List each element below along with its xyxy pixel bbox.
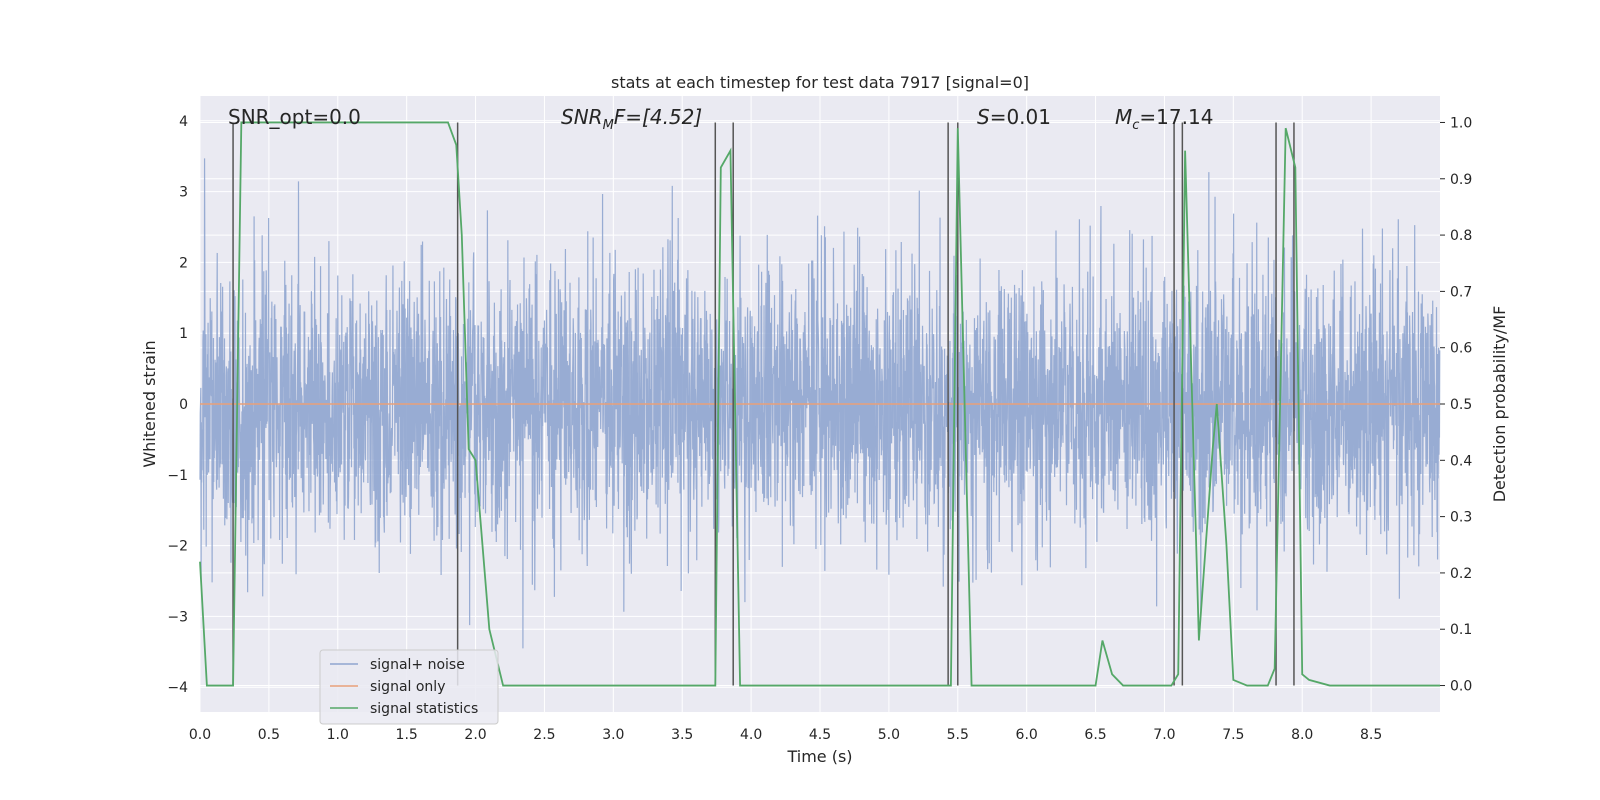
x-tick-label: 8.5 bbox=[1360, 727, 1382, 743]
x-tick-label: 7.5 bbox=[1222, 727, 1244, 743]
chart-title: stats at each timestep for test data 791… bbox=[611, 73, 1029, 92]
y-tick-label: −4 bbox=[167, 680, 188, 696]
x-tick-label: 6.5 bbox=[1084, 727, 1106, 743]
annotation-mc-rest: =17.14 bbox=[1139, 105, 1213, 129]
y2-axis-label: Detection probability/MF bbox=[1490, 306, 1509, 503]
y2-tick-label: 0.6 bbox=[1450, 341, 1472, 357]
x-tick-label: 3.5 bbox=[671, 727, 693, 743]
annotation-mc-sub: c bbox=[1132, 118, 1139, 133]
annotation-mc: Mc=17.14 bbox=[1115, 105, 1213, 133]
signal-plus-noise-line bbox=[199, 158, 1441, 649]
signal-plus-noise-series bbox=[199, 158, 1441, 649]
legend-box bbox=[319, 649, 499, 725]
signal-statistics-line bbox=[199, 121, 1440, 687]
y-tick-label: −2 bbox=[167, 539, 188, 555]
y2-tick-label: 1.0 bbox=[1450, 115, 1472, 131]
y-axis-label: Whitened strain bbox=[140, 340, 159, 467]
legend-label-stats: signal statistics bbox=[370, 701, 478, 717]
y-tick-label: 3 bbox=[179, 185, 188, 201]
y2-tick-label: 0.8 bbox=[1450, 228, 1472, 244]
annotation-s-rest: =0.01 bbox=[990, 105, 1051, 129]
y2-tick-label: 0.0 bbox=[1450, 679, 1472, 695]
x-tick-label: 5.5 bbox=[947, 727, 969, 743]
x-tick-label: 8.0 bbox=[1291, 727, 1313, 743]
annotation-mc-var: M bbox=[1115, 105, 1132, 129]
y2-tick-label: 0.1 bbox=[1450, 622, 1472, 638]
y-tick-label: 2 bbox=[179, 255, 188, 271]
x-axis-label: Time (s) bbox=[786, 747, 852, 766]
x-tick-label: 3.0 bbox=[602, 727, 624, 743]
annotation-snr-mf-sub: M bbox=[603, 118, 614, 133]
y2-axis-ticks: 1.0 0.9 0.8 0.7 0.6 0.5 0.4 0.3 0.2 0.1 0.0 bbox=[1440, 115, 1472, 695]
signal-statistics-series bbox=[199, 121, 1440, 687]
x-tick-label: 0.0 bbox=[189, 727, 211, 743]
y2-tick-label: 0.2 bbox=[1450, 566, 1472, 582]
x-tick-label: 1.0 bbox=[327, 727, 349, 743]
y-tick-label: 4 bbox=[179, 114, 188, 130]
y-tick-label: 1 bbox=[179, 326, 188, 342]
x-axis-ticks: 0.0 0.5 1.0 1.5 2.0 2.5 3.0 3.5 4.0 4.5 5.0 5.5 6.0 6… bbox=[189, 727, 1382, 743]
x-tick-label: 1.5 bbox=[396, 727, 418, 743]
annotation-s-var: S bbox=[977, 105, 990, 129]
legend: signal+ noise signal only signal statist… bbox=[319, 649, 499, 725]
y-tick-label: 0 bbox=[179, 397, 188, 413]
annotation-snr-mf: SNRMF=[4.52] bbox=[561, 105, 702, 133]
x-tick-label: 2.5 bbox=[533, 727, 555, 743]
y2-tick-label: 0.9 bbox=[1450, 172, 1472, 188]
y2-tick-label: 0.4 bbox=[1450, 453, 1472, 469]
x-tick-label: 5.0 bbox=[878, 727, 900, 743]
y2-tick-label: 0.3 bbox=[1450, 510, 1472, 526]
x-tick-label: 4.0 bbox=[740, 727, 762, 743]
annotation-snr-mf-rest: F=[4.52] bbox=[614, 105, 702, 129]
x-tick-label: 6.0 bbox=[1016, 727, 1038, 743]
annotation-snr-mf-main: SNR bbox=[561, 105, 603, 129]
y-tick-label: −3 bbox=[167, 609, 188, 625]
x-tick-label: 2.0 bbox=[464, 727, 486, 743]
y-axis-ticks: 4 3 2 1 0 −1 −2 −3 −4 bbox=[167, 114, 188, 696]
x-tick-label: 0.5 bbox=[258, 727, 280, 743]
annotation-s: S=0.01 bbox=[977, 105, 1051, 129]
y-tick-label: −1 bbox=[167, 468, 188, 484]
x-tick-label: 4.5 bbox=[809, 727, 831, 743]
legend-label-noise: signal+ noise bbox=[370, 657, 465, 673]
y2-tick-label: 0.5 bbox=[1450, 397, 1472, 413]
legend-label-signal-only: signal only bbox=[370, 679, 445, 695]
annotation-snr-opt: SNR_opt=0.0 bbox=[228, 105, 361, 129]
y2-tick-label: 0.7 bbox=[1450, 284, 1472, 300]
x-tick-label: 7.0 bbox=[1153, 727, 1175, 743]
